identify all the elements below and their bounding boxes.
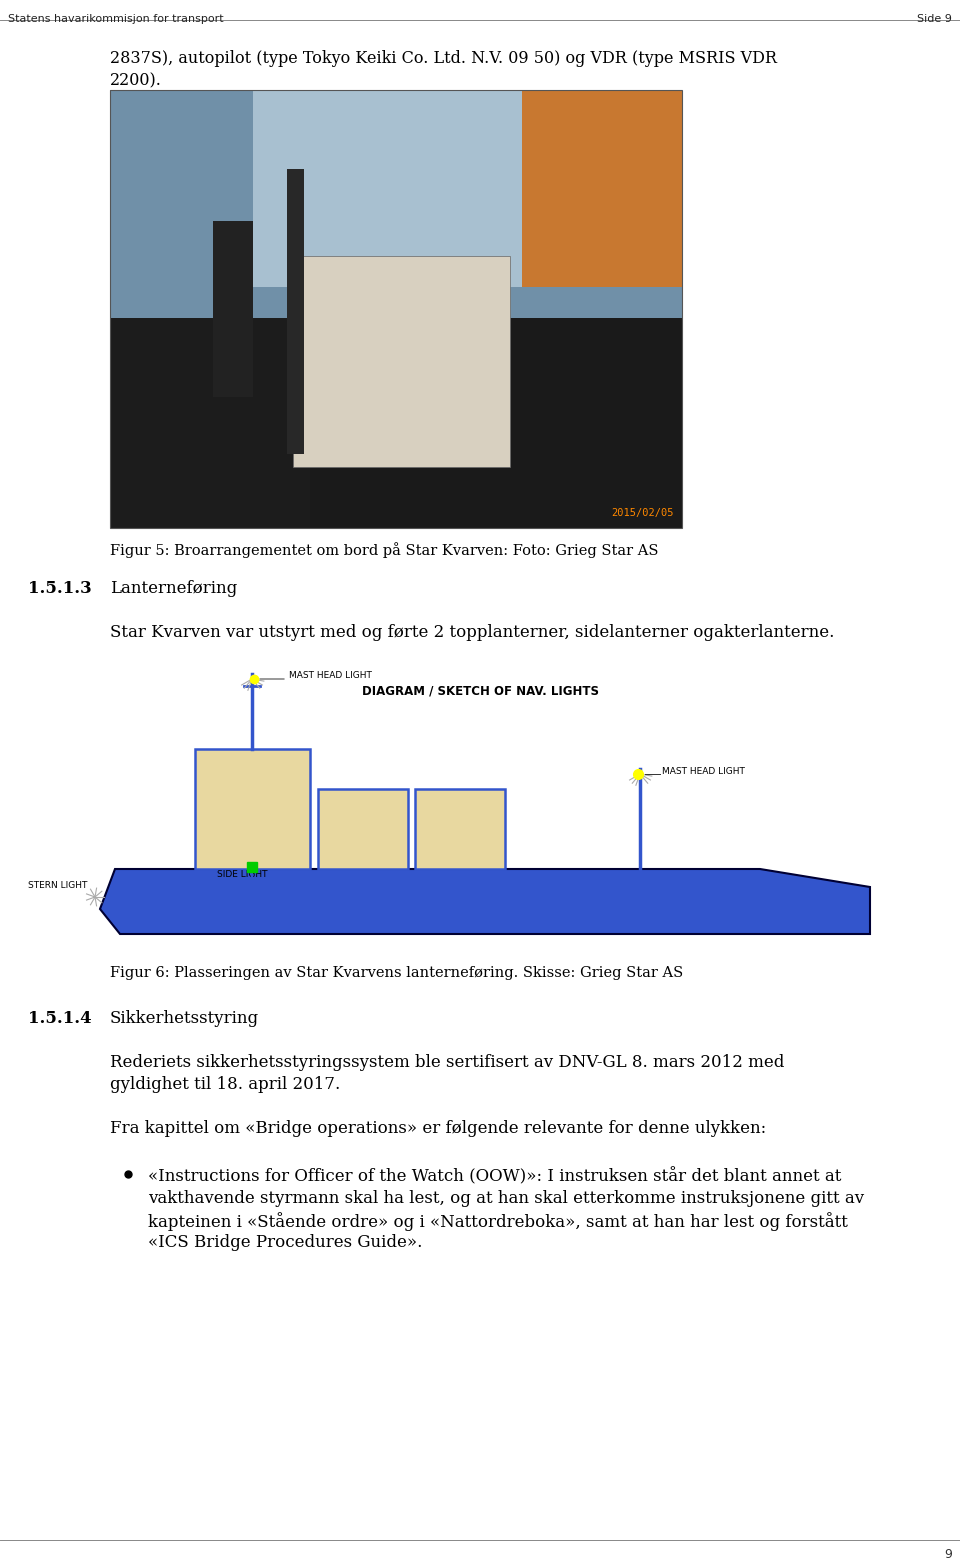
Bar <box>522 90 682 287</box>
Text: vakthavende styrmann skal ha lest, og at han skal etterkomme instruksjonene gitt: vakthavende styrmann skal ha lest, og at… <box>148 1190 864 1207</box>
Text: SIDE LIGHT: SIDE LIGHT <box>217 870 267 878</box>
Bar <box>287 168 304 454</box>
Text: Statens havarikommisjon for transport: Statens havarikommisjon for transport <box>8 14 224 23</box>
Text: gyldighet til 18. april 2017.: gyldighet til 18. april 2017. <box>110 1076 340 1094</box>
Text: MAST HEAD LIGHT: MAST HEAD LIGHT <box>662 766 745 775</box>
Bar <box>110 90 682 527</box>
Text: MAST HEAD LIGHT: MAST HEAD LIGHT <box>289 671 372 680</box>
Text: 2015/02/05: 2015/02/05 <box>612 509 674 518</box>
Text: STERN LIGHT: STERN LIGHT <box>28 881 87 891</box>
Text: Sikkerhetsstyring: Sikkerhetsstyring <box>110 1009 259 1026</box>
Text: DIAGRAM / SKETCH OF NAV. LIGHTS: DIAGRAM / SKETCH OF NAV. LIGHTS <box>362 683 598 697</box>
Text: 2200).: 2200). <box>110 72 162 89</box>
Bar <box>415 789 505 869</box>
Text: 9: 9 <box>944 1548 952 1560</box>
Text: 2837S), autopilot (type Tokyo Keiki Co. Ltd. N.V. 09 50) og VDR (type MSRIS VDR: 2837S), autopilot (type Tokyo Keiki Co. … <box>110 50 777 67</box>
Bar <box>213 222 253 396</box>
Bar <box>110 90 682 527</box>
Bar <box>195 749 310 869</box>
Bar <box>253 90 567 287</box>
Text: Star Kvarven var utstyrt med og førte 2 topplanterner, sidelanterner ogakterlant: Star Kvarven var utstyrt med og førte 2 … <box>110 624 834 641</box>
Bar <box>293 256 511 466</box>
Bar <box>318 789 408 869</box>
Text: Side 9: Side 9 <box>917 14 952 23</box>
Text: Fra kapittel om «Bridge operations» er følgende relevante for denne ulykken:: Fra kapittel om «Bridge operations» er f… <box>110 1120 766 1137</box>
Bar <box>110 90 310 527</box>
Text: Rederiets sikkerhetsstyringssystem ble sertifisert av DNV-GL 8. mars 2012 med: Rederiets sikkerhetsstyringssystem ble s… <box>110 1055 784 1072</box>
Text: kapteinen i «Stående ordre» og i «Nattordreboka», samt at han har lest og forstå: kapteinen i «Stående ordre» og i «Nattor… <box>148 1212 848 1231</box>
Bar <box>110 90 682 318</box>
Text: Figur 5: Broarrangementet om bord på Star Kvarven: Foto: Grieg Star AS: Figur 5: Broarrangementet om bord på Sta… <box>110 541 659 558</box>
Text: 1.5.1.3: 1.5.1.3 <box>28 580 92 597</box>
Text: «ICS Bridge Procedures Guide».: «ICS Bridge Procedures Guide». <box>148 1234 422 1251</box>
Text: Figur 6: Plasseringen av Star Kvarvens lanterneføring. Skisse: Grieg Star AS: Figur 6: Plasseringen av Star Kvarvens l… <box>110 966 684 980</box>
Text: Lanterneføring: Lanterneføring <box>110 580 237 597</box>
Polygon shape <box>100 869 870 934</box>
Text: «Instructions for Officer of the Watch (OOW)»: I instruksen står det blant annet: «Instructions for Officer of the Watch (… <box>148 1168 841 1186</box>
Text: 1.5.1.4: 1.5.1.4 <box>28 1009 91 1026</box>
